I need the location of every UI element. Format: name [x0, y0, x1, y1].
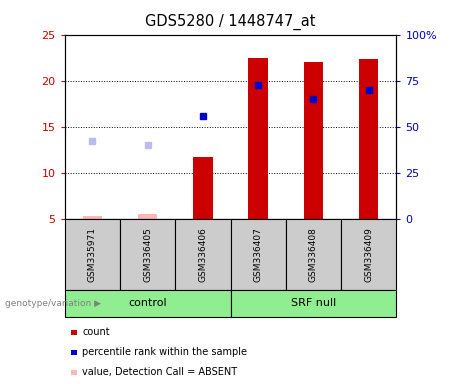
Text: SRF null: SRF null	[291, 298, 336, 308]
Text: count: count	[82, 327, 110, 337]
Text: control: control	[128, 298, 167, 308]
Bar	[304, 62, 323, 219]
Bar	[83, 216, 102, 219]
Text: GDS5280 / 1448747_at: GDS5280 / 1448747_at	[145, 13, 316, 30]
Text: genotype/variation ▶: genotype/variation ▶	[5, 299, 100, 308]
Text: GSM336408: GSM336408	[309, 227, 318, 282]
Bar	[359, 60, 378, 219]
Text: GSM336406: GSM336406	[198, 227, 207, 282]
Text: value, Detection Call = ABSENT: value, Detection Call = ABSENT	[82, 367, 237, 377]
Bar	[248, 58, 268, 219]
Bar	[138, 214, 157, 219]
Text: percentile rank within the sample: percentile rank within the sample	[82, 347, 247, 357]
Text: GSM335971: GSM335971	[88, 227, 97, 282]
Text: GSM336405: GSM336405	[143, 227, 152, 282]
Text: GSM336407: GSM336407	[254, 227, 263, 282]
Text: GSM336409: GSM336409	[364, 227, 373, 282]
Bar	[193, 157, 213, 219]
